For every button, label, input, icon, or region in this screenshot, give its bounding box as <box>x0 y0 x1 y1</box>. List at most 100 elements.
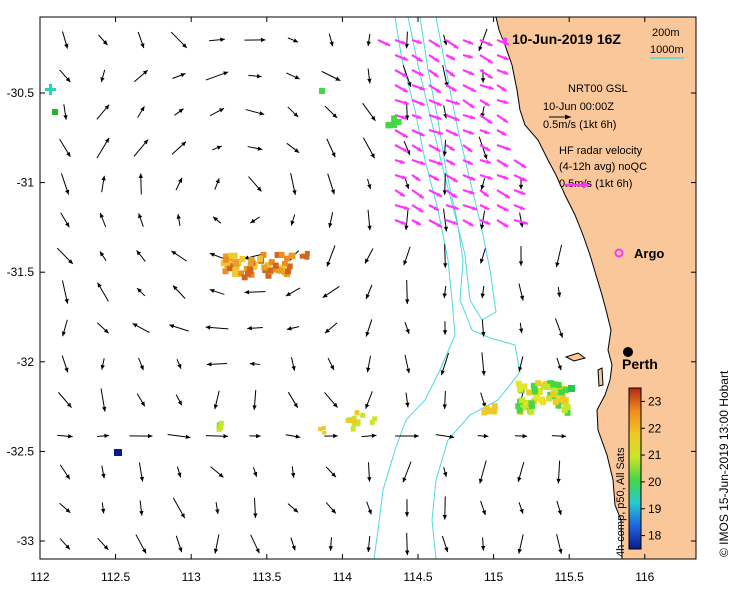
current-arrowhead <box>215 178 220 184</box>
x-tick-label: 114.5 <box>403 570 432 584</box>
current-arrowhead <box>481 331 486 337</box>
x-tick-label: 113.5 <box>252 570 281 584</box>
y-tick-label: -31 <box>17 176 35 190</box>
current-arrowhead <box>452 177 458 182</box>
model-legend-arrow <box>549 114 571 120</box>
land-mass <box>495 16 697 560</box>
sst-pixel <box>288 252 295 259</box>
sst-pixel <box>489 408 496 415</box>
current-arrowhead <box>555 262 560 268</box>
current-arrowhead <box>293 38 299 43</box>
current-arrowhead <box>99 251 105 257</box>
current-arrowhead <box>137 288 142 293</box>
current-arrowhead <box>518 328 524 334</box>
current-arrowhead <box>293 402 298 408</box>
current-arrowhead <box>440 370 445 376</box>
current-arrowhead <box>103 328 109 334</box>
x-tick-label: 113 <box>182 570 201 584</box>
sst-pixel <box>550 391 557 398</box>
current-arrowhead <box>291 365 296 371</box>
sst-pixel <box>491 403 498 410</box>
sst-pixel <box>354 410 360 416</box>
sst-pixel <box>232 260 239 267</box>
current-arrowhead <box>522 433 528 439</box>
current-arrowhead <box>209 252 215 257</box>
sst-pixel <box>559 394 566 401</box>
current-arrowhead <box>557 365 562 371</box>
current-arrowhead <box>136 250 142 256</box>
sst-pixel <box>241 274 248 281</box>
current-arrowhead <box>326 261 331 267</box>
current-arrowhead <box>418 71 424 76</box>
argo-marker[interactable] <box>614 248 624 258</box>
perth-marker[interactable] <box>623 347 633 357</box>
sst-pixel <box>265 272 272 279</box>
current-arrowhead <box>453 131 459 136</box>
current-arrowhead <box>132 323 138 328</box>
current-arrowhead <box>290 220 295 226</box>
current-arrowhead <box>480 545 486 551</box>
current-arrowhead <box>64 367 69 373</box>
sst-pixel <box>222 256 229 263</box>
sst-pixel <box>557 389 564 396</box>
current-arrowhead <box>504 193 510 198</box>
current-arrowhead <box>65 474 70 480</box>
current-arrowhead <box>324 328 330 334</box>
current-arrowhead <box>142 70 148 75</box>
current-arrowhead <box>104 104 110 110</box>
colorbar-label: 4h comp, p50, All Sats <box>615 447 627 557</box>
sst-pixel <box>217 423 223 429</box>
current-arrowhead <box>443 471 448 477</box>
current-arrowhead <box>401 40 407 45</box>
current-arrowhead <box>470 115 475 120</box>
credit-text: © IMOS 15-Jun-2019 13:00 Hobart <box>717 370 731 557</box>
radar-legend-scale: 0.5m/s (1kt 6h) <box>559 178 632 190</box>
sst-pixel <box>45 84 56 95</box>
sst-pixel <box>256 256 263 263</box>
current-arrowhead <box>66 151 71 157</box>
current-arrowhead <box>417 147 423 152</box>
current-arrowhead <box>453 205 459 210</box>
current-arrowhead <box>63 114 68 120</box>
current-arrowhead <box>405 299 410 304</box>
current-arrowhead <box>223 434 229 439</box>
current-arrowhead <box>61 331 66 337</box>
current-arrowhead <box>517 476 522 482</box>
current-arrowhead <box>402 87 408 92</box>
sst-pixel <box>239 255 246 262</box>
current-arrowhead <box>449 71 455 77</box>
current-arrowhead <box>437 130 443 135</box>
current-arrowhead <box>401 115 407 120</box>
sst-pixel <box>350 426 356 432</box>
current-arrowhead <box>436 115 442 120</box>
y-tick-label: -32 <box>17 355 35 369</box>
current-arrowhead <box>405 183 410 189</box>
current-arrowhead <box>68 259 73 264</box>
current-arrowhead <box>66 402 72 408</box>
sst-pixel <box>286 263 293 270</box>
current-arrowhead <box>479 258 485 264</box>
sst-pixel <box>319 88 325 94</box>
sst-pixel <box>395 119 402 126</box>
current-arrowhead <box>218 472 224 478</box>
sst-pixel <box>230 263 237 270</box>
colorbar-ticks: 23 22 21 20 19 18 <box>641 394 662 543</box>
sst-pixel <box>528 402 535 409</box>
sst-pixel <box>232 266 239 273</box>
current-arrowhead <box>367 477 372 482</box>
current-arrowhead <box>556 292 562 298</box>
current-arrowhead <box>415 176 421 181</box>
current-arrowhead <box>401 220 407 225</box>
sst-pixel <box>322 430 327 435</box>
current-arrowhead <box>143 139 149 145</box>
current-arrowhead <box>138 213 143 219</box>
current-arrowhead <box>468 221 474 226</box>
sst-pixel <box>222 253 229 260</box>
current-arrowhead <box>443 263 448 268</box>
current-arrowhead <box>484 101 490 106</box>
current-arrowhead <box>367 509 372 515</box>
sst-pixel <box>360 412 366 418</box>
current-arrowhead <box>256 186 262 192</box>
rottnest-island <box>564 352 587 362</box>
radar-legend-avg: (4-12h avg) noQC <box>559 161 647 173</box>
